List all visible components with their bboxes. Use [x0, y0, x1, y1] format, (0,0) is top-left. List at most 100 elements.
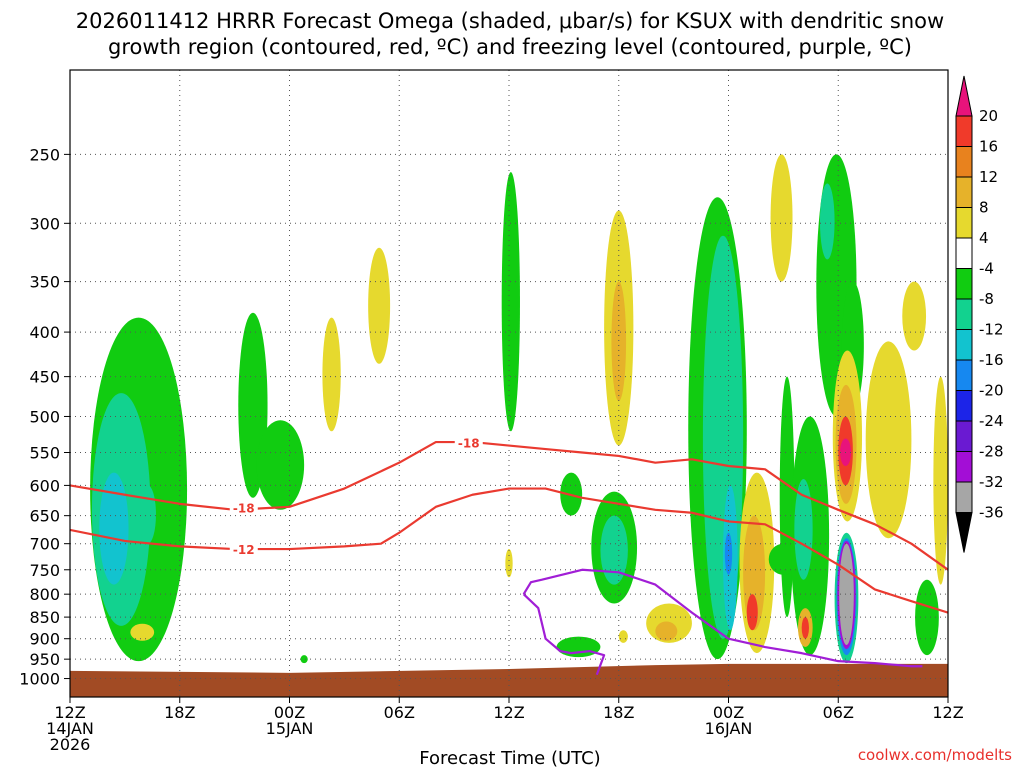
x-tick-label: 15JAN — [266, 719, 314, 738]
contour-label-bg — [454, 435, 483, 450]
y-tick-label: 700 — [29, 535, 60, 554]
plot-area: -18 -18 -12 — [70, 70, 948, 697]
colorbar-segment — [955, 390, 973, 422]
omega-cell — [99, 472, 129, 585]
x-tick-label: 12Z — [932, 703, 963, 722]
colorbar-segment — [955, 359, 973, 391]
y-tick-label: 600 — [29, 476, 60, 495]
omega-cell — [819, 183, 835, 260]
colorbar: 20 16 12 8 4 -4 -8 -12 -16 -20 -24 -28 -32 -36 — [955, 75, 1004, 553]
colorbar-segment — [955, 237, 973, 269]
omega-cell — [768, 543, 799, 575]
colorbar-label: -28 — [979, 443, 1004, 461]
omega-cell — [501, 172, 520, 432]
colorbar-label: -24 — [979, 412, 1004, 430]
colorbar-label: -4 — [979, 260, 994, 278]
omega-cell — [655, 621, 678, 641]
colorbar-label: 8 — [979, 199, 989, 217]
colorbar-top-arrow — [955, 75, 973, 117]
contour-label-bg — [229, 500, 258, 515]
colorbar-label: -12 — [979, 321, 1004, 339]
omega-cell — [839, 543, 854, 645]
x-tick-label: 14JAN — [46, 719, 94, 738]
y-tick-label: 800 — [29, 585, 60, 604]
colorbar-label: 20 — [979, 107, 998, 125]
omega-cell — [933, 376, 948, 585]
colorbar-label: -8 — [979, 290, 994, 308]
y-tick-label: 650 — [29, 507, 60, 526]
contour-line — [70, 487, 948, 614]
y-tick-label: 750 — [29, 561, 60, 580]
contour-line — [522, 593, 606, 676]
y-tick-label: 550 — [29, 444, 60, 463]
contour-label: -18 — [458, 436, 480, 450]
contour-label-bg — [229, 542, 258, 557]
y-tick-label: 900 — [29, 630, 60, 649]
y-tick-label: 250 — [29, 145, 60, 164]
y-tick-label: 400 — [29, 323, 60, 342]
x-tick-label: 12Z — [493, 703, 524, 722]
y-tick-label: 850 — [29, 608, 60, 627]
y-tick-label: 300 — [29, 214, 60, 233]
omega-cell — [505, 549, 513, 578]
contour-line — [522, 568, 923, 668]
omega-cell — [611, 281, 627, 402]
chart-title-line1: 2026011412 HRRR Forecast Omega (shaded, … — [76, 9, 944, 33]
omega-cell — [139, 485, 156, 544]
colorbar-segment — [955, 207, 973, 239]
x-tick-label: 18Z — [164, 703, 195, 722]
y-tick-label: 350 — [29, 273, 60, 292]
colorbar-label: -16 — [979, 351, 1004, 369]
omega-cell — [902, 281, 927, 351]
colorbar-segment — [955, 420, 973, 452]
omega-cell — [130, 623, 155, 641]
y-tick-label: 1000 — [19, 670, 60, 689]
omega-cell — [300, 655, 308, 664]
omega-cell — [794, 479, 813, 580]
x-axis-label: Forecast Time (UTC) — [419, 748, 600, 768]
credit-link[interactable]: coolwx.com/modelts — [858, 746, 1012, 764]
y-tick-label: 950 — [29, 650, 60, 669]
omega-cell — [801, 617, 809, 639]
y-tick-label: 500 — [29, 407, 60, 426]
contour-line — [70, 440, 948, 571]
omega-cell — [618, 630, 628, 643]
x-tick-label: 12Z — [54, 703, 85, 722]
colorbar-label: 16 — [979, 138, 998, 156]
colorbar-label: 12 — [979, 168, 998, 186]
colorbar-label: -36 — [979, 504, 1004, 522]
x-tick-label: 00Z — [274, 703, 305, 722]
y-tick-label: 450 — [29, 368, 60, 387]
x-tick-label: 2026 — [50, 735, 91, 754]
contour-label: -12 — [233, 543, 255, 557]
colorbar-segment — [955, 268, 973, 300]
colorbar-segment — [955, 481, 973, 513]
omega-cell — [368, 247, 391, 364]
axes: 250 300 350 400 450 500 550 600 650 700 750 800 850 9… — [19, 69, 964, 754]
omega-cell — [556, 636, 601, 658]
x-tick-label: 00Z — [713, 703, 744, 722]
omega-cell — [256, 420, 305, 510]
chart-title-line2: growth region (contoured, red, ºC) and f… — [108, 35, 912, 59]
x-tick-label: 16JAN — [705, 719, 753, 738]
colorbar-segment — [955, 329, 973, 361]
omega-cell — [915, 579, 939, 656]
colorbar-segment — [955, 115, 973, 147]
omega-cell — [865, 341, 912, 539]
x-tick-label: 06Z — [823, 703, 854, 722]
omega-cell — [724, 532, 733, 575]
omega-cell — [600, 515, 628, 585]
omega-cell — [746, 594, 758, 631]
colorbar-segment — [955, 451, 973, 483]
x-tick-label: 18Z — [603, 703, 634, 722]
omega-cell — [770, 154, 793, 282]
colorbar-label: -20 — [979, 382, 1004, 400]
x-tick-label: 06Z — [384, 703, 415, 722]
colorbar-segment — [955, 176, 973, 208]
colorbar-segment — [955, 146, 973, 178]
colorbar-segment — [955, 298, 973, 330]
contour-label: -18 — [233, 502, 255, 516]
colorbar-bottom-arrow — [955, 512, 973, 553]
omega-cell — [322, 317, 341, 432]
